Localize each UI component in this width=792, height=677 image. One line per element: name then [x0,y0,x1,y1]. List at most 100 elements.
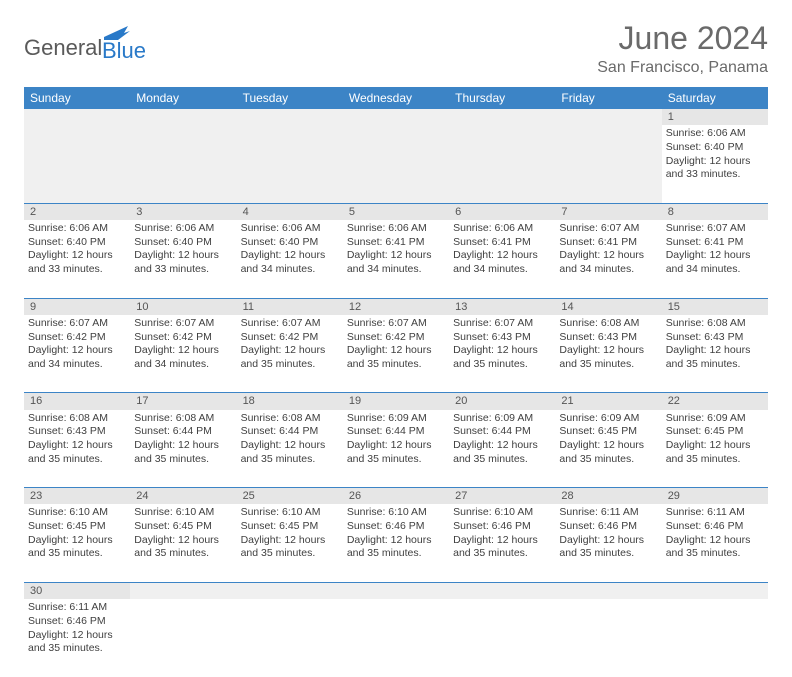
cell-line-day1: Daylight: 12 hours [347,439,445,453]
cell-line-sunset: Sunset: 6:40 PM [666,141,764,155]
cell-line-day1: Daylight: 12 hours [666,344,764,358]
day-number-cell: 27 [449,488,555,505]
day-number-cell: 1 [662,109,768,125]
day-number-cell: 4 [237,203,343,220]
cell-line-sunrise: Sunrise: 6:10 AM [241,506,339,520]
day-data-row: Sunrise: 6:11 AMSunset: 6:46 PMDaylight:… [24,599,768,677]
day-data-cell [237,599,343,677]
day-data-cell [343,125,449,203]
cell-line-day1: Daylight: 12 hours [134,534,232,548]
day-data-cell [555,599,661,677]
cell-line-sunset: Sunset: 6:45 PM [559,425,657,439]
day-number-cell [24,109,130,125]
cell-line-sunrise: Sunrise: 6:10 AM [28,506,126,520]
cell-line-day2: and 35 minutes. [666,453,764,467]
day-data-cell [555,125,661,203]
cell-line-day2: and 35 minutes. [559,547,657,561]
cell-line-day1: Daylight: 12 hours [559,344,657,358]
day-data-cell [130,125,236,203]
day-data-cell [662,599,768,677]
cell-line-sunset: Sunset: 6:43 PM [666,331,764,345]
cell-line-day2: and 35 minutes. [559,453,657,467]
day-number-cell: 14 [555,298,661,315]
cell-line-day2: and 35 minutes. [241,358,339,372]
day-number-cell: 7 [555,203,661,220]
day-number-cell: 24 [130,488,236,505]
day-data-row: Sunrise: 6:08 AMSunset: 6:43 PMDaylight:… [24,410,768,488]
cell-line-day1: Daylight: 12 hours [559,439,657,453]
cell-line-sunrise: Sunrise: 6:06 AM [28,222,126,236]
cell-line-sunrise: Sunrise: 6:09 AM [347,412,445,426]
cell-line-day1: Daylight: 12 hours [453,249,551,263]
day-data-row: Sunrise: 6:10 AMSunset: 6:45 PMDaylight:… [24,504,768,582]
cell-line-sunrise: Sunrise: 6:06 AM [666,127,764,141]
day-number-cell: 10 [130,298,236,315]
cell-line-sunrise: Sunrise: 6:07 AM [666,222,764,236]
cell-line-day2: and 35 minutes. [134,453,232,467]
day-number-row: 9101112131415 [24,298,768,315]
cell-line-day2: and 34 minutes. [241,263,339,277]
day-data-cell: Sunrise: 6:09 AMSunset: 6:45 PMDaylight:… [555,410,661,488]
cell-line-day2: and 34 minutes. [559,263,657,277]
day-number-cell [237,582,343,599]
day-number-cell: 23 [24,488,130,505]
day-data-cell: Sunrise: 6:08 AMSunset: 6:44 PMDaylight:… [130,410,236,488]
cell-line-sunset: Sunset: 6:46 PM [347,520,445,534]
cell-line-day1: Daylight: 12 hours [134,344,232,358]
day-number-cell [130,109,236,125]
day-number-row: 1 [24,109,768,125]
cell-line-sunrise: Sunrise: 6:10 AM [134,506,232,520]
cell-line-sunset: Sunset: 6:45 PM [28,520,126,534]
cell-line-sunset: Sunset: 6:43 PM [559,331,657,345]
cell-line-day2: and 35 minutes. [347,453,445,467]
day-number-row: 30 [24,582,768,599]
cell-line-sunrise: Sunrise: 6:08 AM [666,317,764,331]
day-number-cell: 2 [24,203,130,220]
cell-line-day1: Daylight: 12 hours [28,534,126,548]
cell-line-sunset: Sunset: 6:44 PM [134,425,232,439]
cell-line-sunset: Sunset: 6:42 PM [347,331,445,345]
day-number-cell: 11 [237,298,343,315]
day-number-cell: 20 [449,393,555,410]
cell-line-sunrise: Sunrise: 6:07 AM [347,317,445,331]
cell-line-sunrise: Sunrise: 6:06 AM [241,222,339,236]
cell-line-day2: and 35 minutes. [559,358,657,372]
day-data-cell: Sunrise: 6:10 AMSunset: 6:46 PMDaylight:… [343,504,449,582]
day-data-cell: Sunrise: 6:07 AMSunset: 6:41 PMDaylight:… [662,220,768,298]
day-number-row: 16171819202122 [24,393,768,410]
cell-line-sunrise: Sunrise: 6:06 AM [347,222,445,236]
day-number-cell [343,109,449,125]
cell-line-sunrise: Sunrise: 6:06 AM [453,222,551,236]
day-data-cell: Sunrise: 6:06 AMSunset: 6:41 PMDaylight:… [343,220,449,298]
cell-line-sunrise: Sunrise: 6:07 AM [134,317,232,331]
location-text: San Francisco, Panama [597,59,768,77]
cell-line-day1: Daylight: 12 hours [241,534,339,548]
cell-line-day2: and 33 minutes. [134,263,232,277]
day-number-cell [449,582,555,599]
cell-line-sunset: Sunset: 6:42 PM [28,331,126,345]
day-data-cell: Sunrise: 6:06 AMSunset: 6:40 PMDaylight:… [24,220,130,298]
cell-line-day2: and 35 minutes. [666,358,764,372]
day-number-cell: 18 [237,393,343,410]
day-number-cell: 5 [343,203,449,220]
cell-line-sunset: Sunset: 6:41 PM [666,236,764,250]
cell-line-day1: Daylight: 12 hours [559,534,657,548]
day-number-cell [130,582,236,599]
cell-line-day1: Daylight: 12 hours [559,249,657,263]
day-data-cell: Sunrise: 6:10 AMSunset: 6:46 PMDaylight:… [449,504,555,582]
cell-line-day1: Daylight: 12 hours [347,344,445,358]
cell-line-sunset: Sunset: 6:40 PM [241,236,339,250]
day-data-cell: Sunrise: 6:07 AMSunset: 6:42 PMDaylight:… [24,315,130,393]
cell-line-sunset: Sunset: 6:42 PM [241,331,339,345]
cell-line-day2: and 35 minutes. [241,453,339,467]
cell-line-sunrise: Sunrise: 6:10 AM [453,506,551,520]
day-data-cell: Sunrise: 6:08 AMSunset: 6:43 PMDaylight:… [662,315,768,393]
cell-line-day2: and 35 minutes. [453,358,551,372]
cell-line-day2: and 35 minutes. [241,547,339,561]
day-data-cell: Sunrise: 6:06 AMSunset: 6:40 PMDaylight:… [130,220,236,298]
day-data-cell: Sunrise: 6:07 AMSunset: 6:43 PMDaylight:… [449,315,555,393]
day-number-cell: 29 [662,488,768,505]
day-header: Friday [555,87,661,109]
cell-line-sunset: Sunset: 6:41 PM [347,236,445,250]
cell-line-day1: Daylight: 12 hours [134,249,232,263]
